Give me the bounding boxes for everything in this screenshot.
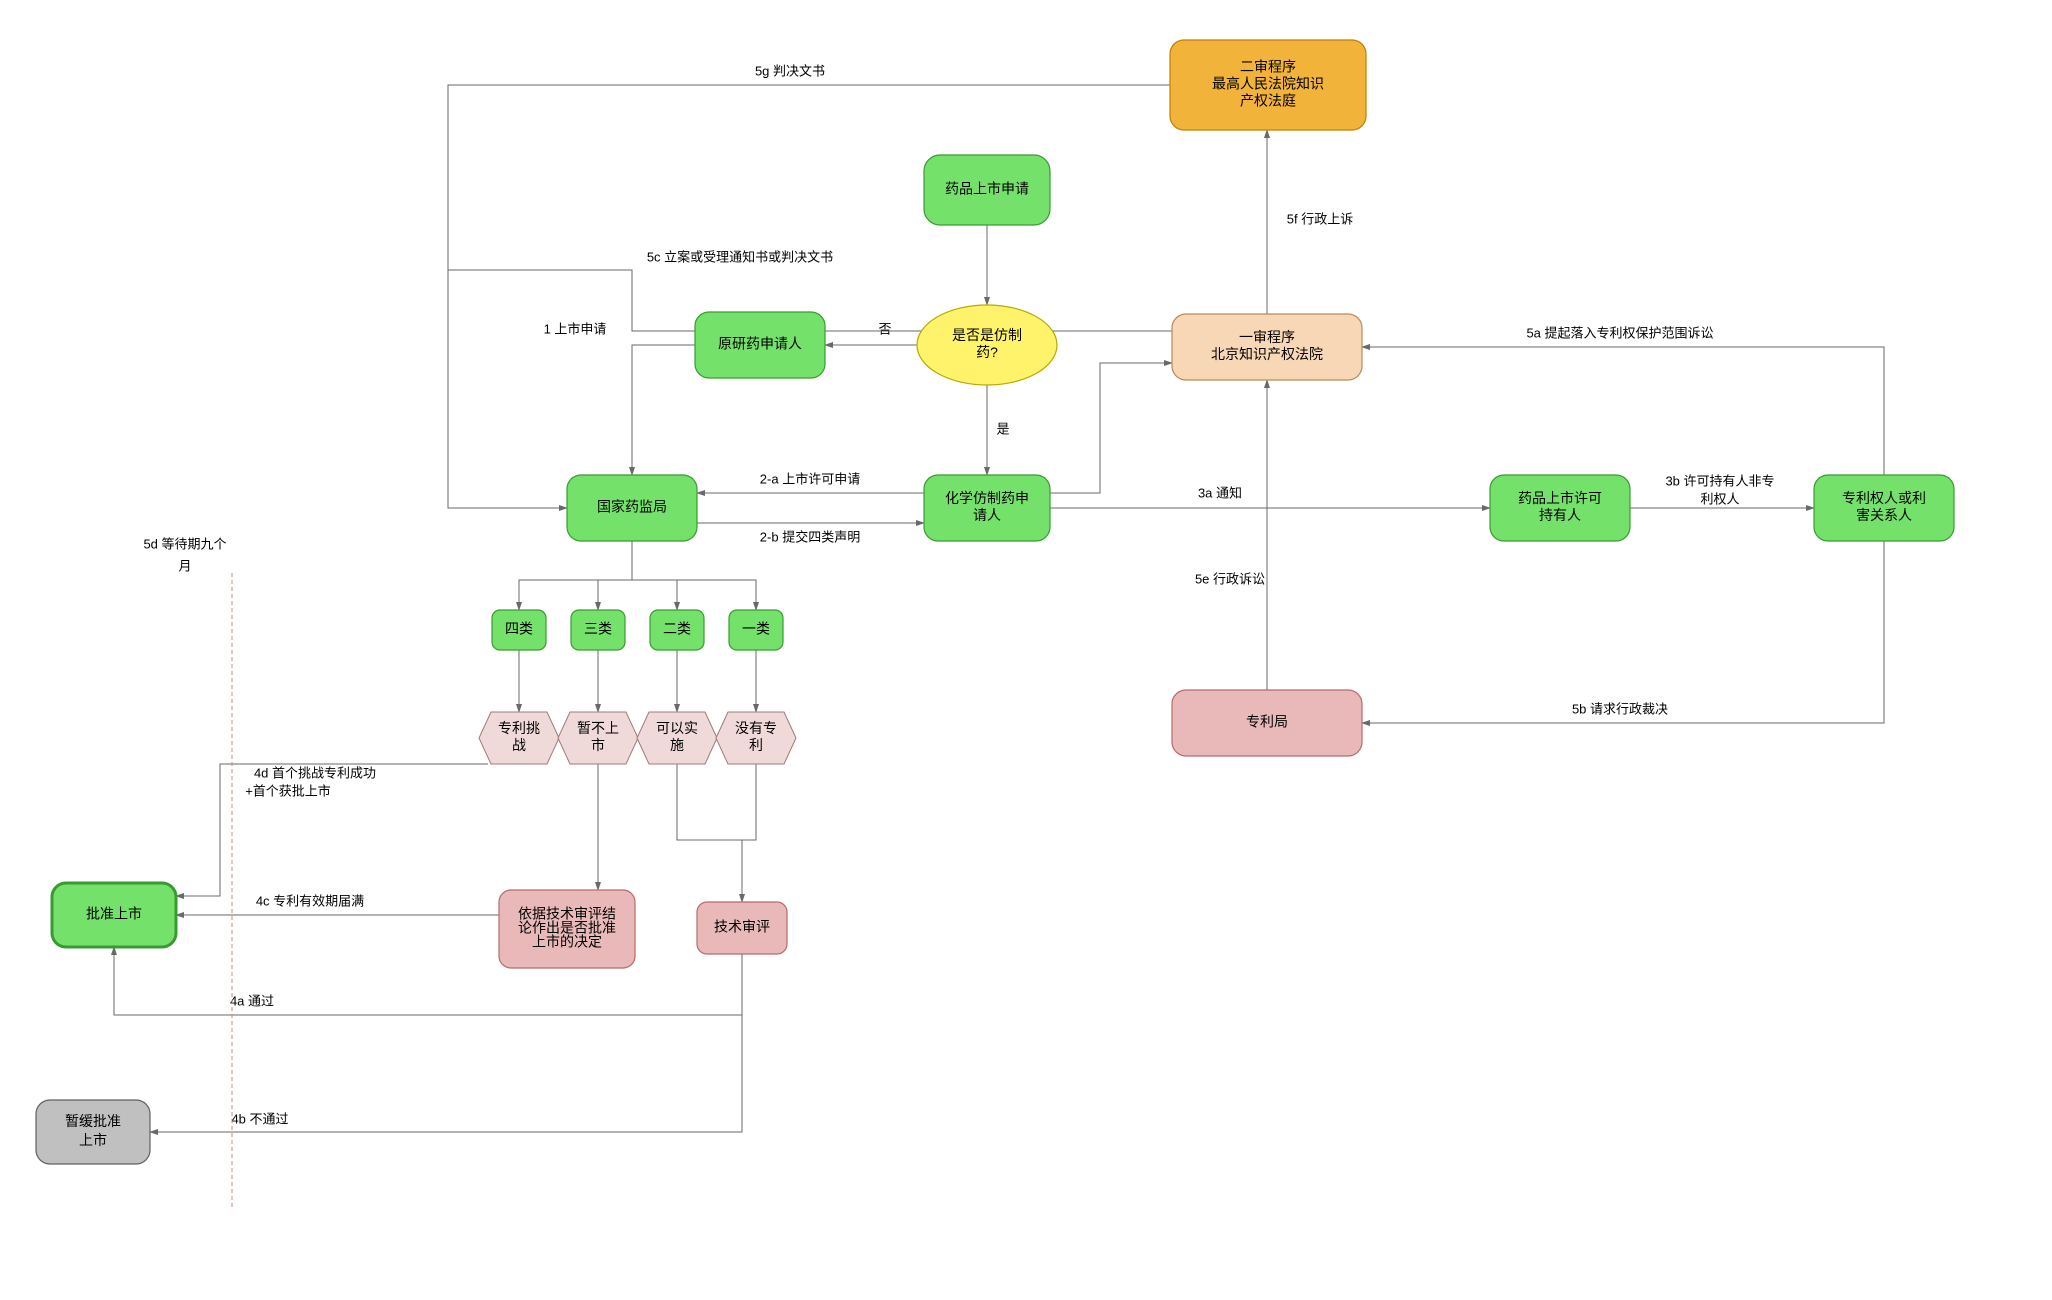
edge-label-gen-nmpa-a: 2-a 上市许可申请 xyxy=(760,471,860,486)
edge-label-rev-appr: 4a 通过 xyxy=(230,993,274,1008)
edge-label-pat-office: 5b 请求行政裁决 xyxy=(1572,701,1668,716)
node-label-hex3: 市 xyxy=(591,737,605,753)
node-label-decision: 药? xyxy=(976,344,998,360)
node-cat1: 一类 xyxy=(729,610,783,650)
flowchart: 否 1 上市申请是 2-a 上市许可申请 2-b 提交四类声明 3a 通知 3b 许可持有… xyxy=(0,0,2052,1300)
edge-nmpa-cat2 xyxy=(632,541,677,610)
node-tech_review: 技术审评 xyxy=(697,902,787,954)
edge-label-dec-appr: 4c 专利有效期届满 xyxy=(256,893,364,908)
edge-rev-susp xyxy=(150,954,742,1132)
node-label-hex1: 利 xyxy=(749,737,763,753)
node-label-court1: 北京知识产权法院 xyxy=(1211,346,1323,362)
node-hex3: 暂不上市 xyxy=(558,712,638,764)
edge-label-hex4-appr: 4d 首个挑战专利成功 xyxy=(254,765,376,780)
node-label-cat2: 二类 xyxy=(663,621,691,637)
node-decision: 是否是仿制药? xyxy=(917,305,1057,385)
edge-label-office-court1: 5e 行政诉讼 xyxy=(1195,571,1265,586)
node-label-tech_review: 技术审评 xyxy=(714,919,770,935)
node-label-suspend: 暂缓批准 xyxy=(65,1113,121,1129)
node-tech_decision: 依据技术审评结论作出是否批准上市的决定 xyxy=(499,890,635,968)
node-label-patentee: 害关系人 xyxy=(1856,507,1912,523)
node-label-patentee: 专利权人或利 xyxy=(1842,490,1926,506)
edge-label-court2-nmpa: 5g 判决文书 xyxy=(755,63,825,78)
edge-hex1-rev xyxy=(742,764,756,840)
node-label-drug_app: 药品上市申请 xyxy=(945,181,1029,197)
edge-court2-nmpa xyxy=(448,85,1170,270)
node-label-hex2: 施 xyxy=(670,737,684,753)
node-label-holder: 药品上市许可 xyxy=(1518,490,1602,506)
node-approve: 批准上市 xyxy=(52,883,176,947)
edge-label-dec-gen: 是 xyxy=(996,421,1009,436)
edge-label-court1-court2: 5f 行政上诉 xyxy=(1287,211,1353,226)
node-label-generic: 化学仿制药申 xyxy=(945,490,1029,506)
node-drug_app: 药品上市申请 xyxy=(924,155,1050,225)
node-cat2: 二类 xyxy=(650,610,704,650)
edge-label-orig-nmpa: 1 上市申请 xyxy=(544,321,607,336)
node-court2: 二审程序最高人民法院知识产权法庭 xyxy=(1170,40,1366,130)
node-label-cat3: 三类 xyxy=(584,621,612,637)
edge-label-rev-susp: 4b 不通过 xyxy=(231,1111,288,1126)
node-holder: 药品上市许可持有人 xyxy=(1490,475,1630,541)
edge-label-court1-nmpa: 5c 立案或受理通知书或判决文书 xyxy=(647,249,833,264)
free-text: 月 xyxy=(178,558,191,573)
node-label-decision: 是否是仿制 xyxy=(952,327,1022,343)
node-label-nmpa: 国家药监局 xyxy=(597,499,667,515)
edge-nmpa-cat4 xyxy=(519,541,632,610)
edge-label2-hex4-appr: +首个获批上市 xyxy=(245,783,331,798)
node-label-hex2: 可以实 xyxy=(656,720,698,736)
edge-label-dec-orig: 否 xyxy=(878,321,891,336)
edge-label-holder-pat: 3b 许可持有人非专 xyxy=(1665,473,1774,488)
edge-orig-nmpa xyxy=(632,345,695,475)
node-label-approve: 批准上市 xyxy=(86,906,142,922)
node-nmpa: 国家药监局 xyxy=(567,475,697,541)
free-text: 5d 等待期九个 xyxy=(143,536,226,551)
node-patentee: 专利权人或利害关系人 xyxy=(1814,475,1954,541)
node-label-court2: 二审程序 xyxy=(1240,59,1296,75)
edge-pat-office xyxy=(1362,541,1884,723)
node-patent_office: 专利局 xyxy=(1172,690,1362,756)
node-label-court2: 产权法庭 xyxy=(1240,93,1296,109)
node-label-holder: 持有人 xyxy=(1539,507,1581,523)
node-cat4: 四类 xyxy=(492,610,546,650)
edge-label-nmpa-gen-b: 2-b 提交四类声明 xyxy=(760,529,860,544)
edge-nmpa-cat1 xyxy=(632,541,756,610)
node-label-cat1: 一类 xyxy=(742,621,770,637)
node-label-suspend: 上市 xyxy=(79,1132,107,1148)
node-cat3: 三类 xyxy=(571,610,625,650)
node-label-court1: 一审程序 xyxy=(1239,329,1295,345)
edge-rev-appr xyxy=(114,947,742,1015)
node-label-court2: 最高人民法院知识 xyxy=(1212,76,1324,92)
edge-label-gen-holder: 3a 通知 xyxy=(1198,485,1242,500)
node-hex4: 专利挑战 xyxy=(479,712,559,764)
node-label-hex4: 战 xyxy=(512,737,526,753)
node-label-originator: 原研药申请人 xyxy=(718,336,802,352)
node-suspend: 暂缓批准上市 xyxy=(36,1100,150,1164)
node-hex1: 没有专利 xyxy=(716,712,796,764)
edge-gen-court1 xyxy=(1050,363,1172,493)
node-label-hex1: 没有专 xyxy=(735,720,777,736)
edge-pat-court1 xyxy=(1362,347,1884,475)
node-label-cat4: 四类 xyxy=(505,621,533,637)
node-label-hex4: 专利挑 xyxy=(498,720,540,736)
edge-label-pat-court1: 5a 提起落入专利权保护范围诉讼 xyxy=(1526,325,1713,340)
node-label-generic: 请人 xyxy=(973,507,1001,523)
node-label-hex3: 暂不上 xyxy=(577,720,619,736)
node-label-patent_office: 专利局 xyxy=(1246,714,1288,730)
node-label-tech_decision: 上市的决定 xyxy=(532,934,602,950)
node-hex2: 可以实施 xyxy=(637,712,717,764)
node-originator: 原研药申请人 xyxy=(695,312,825,378)
edge-hex4-appr xyxy=(176,764,488,896)
edge-hex2-rev xyxy=(677,764,742,902)
node-generic: 化学仿制药申请人 xyxy=(924,475,1050,541)
edge-nmpa-cat3 xyxy=(598,541,632,610)
edge-label2-holder-pat: 利权人 xyxy=(1700,491,1739,506)
node-court1: 一审程序北京知识产权法院 xyxy=(1172,314,1362,380)
